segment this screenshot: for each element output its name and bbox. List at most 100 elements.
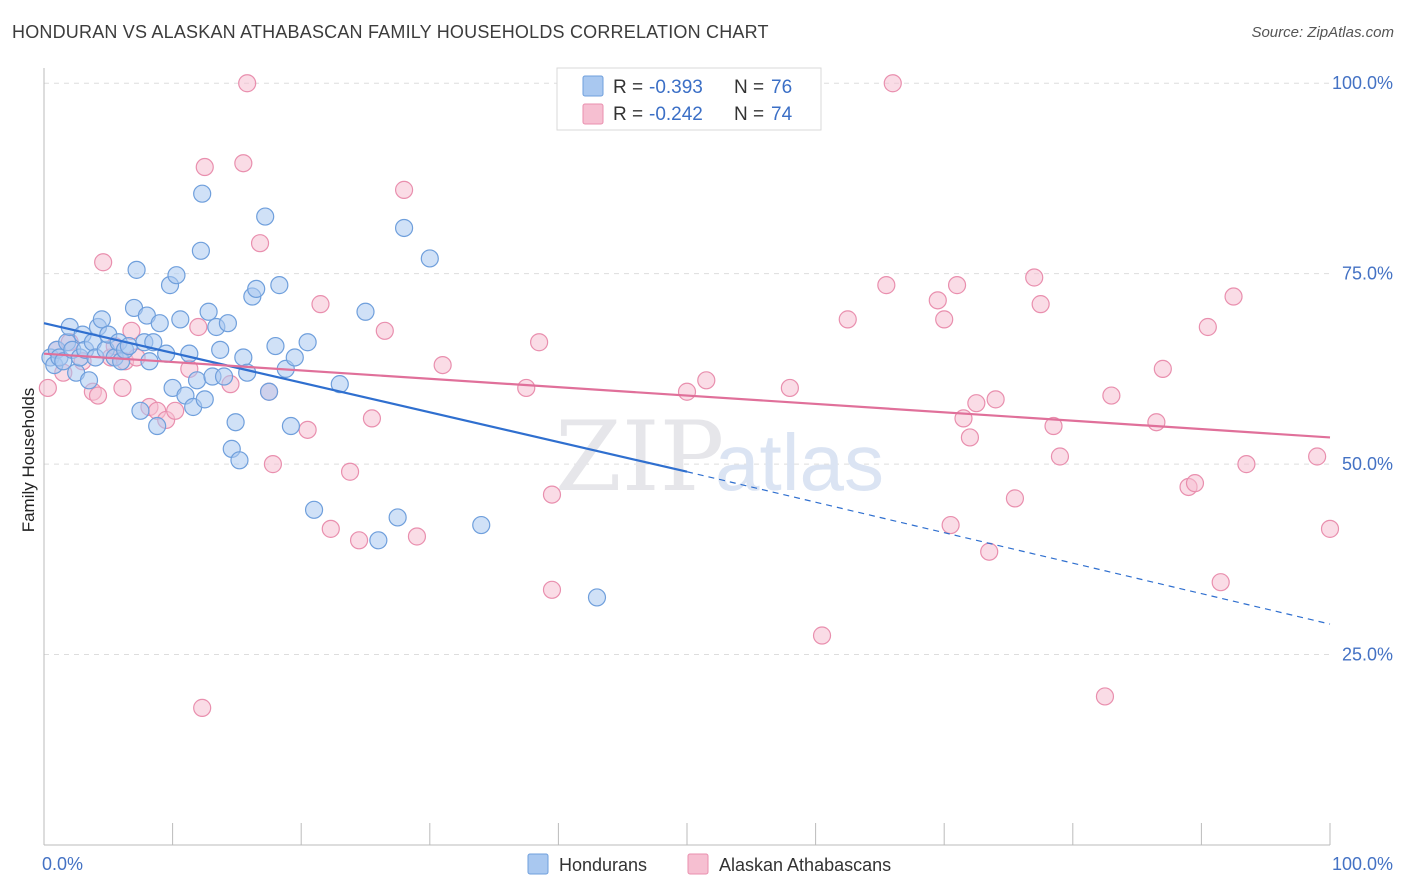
alaskan-point-43 — [697, 371, 716, 390]
alaskan-point-10 — [113, 378, 132, 398]
bottom-legend-label-alaskan: Alaskan Athabascans — [719, 855, 891, 875]
bottom-legend-label-hondurans: Hondurans — [559, 855, 647, 875]
alaskan-point-35 — [394, 180, 414, 199]
alaskan-point-31 — [340, 462, 360, 481]
alaskan-point-66 — [1153, 359, 1172, 378]
alaskan-point-30 — [321, 519, 340, 538]
alaskan-point-33 — [362, 409, 382, 428]
watermark-zip: ZIP — [555, 401, 724, 513]
honduran-point-43 — [195, 390, 214, 409]
chart-title: HONDURAN VS ALASKAN ATHABASCAN FAMILY HO… — [12, 22, 769, 42]
alaskan-point-55 — [967, 394, 986, 413]
honduran-point-52 — [230, 451, 249, 470]
alaskan-point-24 — [238, 74, 257, 93]
honduran-point-65 — [298, 333, 317, 352]
honduran-point-69 — [369, 531, 388, 550]
honduran-point-26 — [131, 401, 150, 420]
honduran-point-39 — [180, 344, 199, 363]
honduran-point-48 — [214, 367, 234, 386]
alaskan-point-65 — [1147, 413, 1166, 432]
honduran-point-70 — [388, 508, 407, 527]
alaskan-point-56 — [980, 542, 999, 561]
honduran-point-36 — [167, 266, 186, 285]
legend-n-value-2: 74 — [771, 104, 793, 125]
alaskan-point-61 — [1044, 416, 1063, 436]
x-tick-label-0: 0.0% — [42, 854, 83, 874]
alaskan-point-7 — [94, 253, 113, 272]
x-tick-label-1: 100.0% — [1332, 854, 1393, 874]
alaskan-point-21 — [195, 157, 214, 177]
honduran-point-12 — [79, 371, 99, 390]
alaskan-point-71 — [1224, 287, 1243, 306]
series-legend: Hondurans Alaskan Athabascans — [527, 853, 891, 875]
legend-r-label-2: R = — [613, 104, 643, 125]
honduran-point-53 — [234, 348, 253, 367]
honduran-point-58 — [256, 207, 275, 226]
honduran-point-16 — [92, 310, 111, 329]
alaskan-point-57 — [986, 390, 1005, 409]
legend-r-label-1: R = — [613, 77, 643, 98]
axes — [43, 68, 1331, 846]
correlation-legend: R = -0.393 N = 76 R = -0.242 N = 74 — [556, 67, 822, 131]
legend-n-value-1: 76 — [771, 77, 792, 98]
honduran-point-63 — [281, 416, 301, 436]
honduran-point-68 — [356, 302, 375, 321]
honduran-point-37 — [171, 310, 190, 329]
honduran-point-42 — [191, 241, 210, 260]
y-axis-label: Family Households — [19, 388, 38, 533]
bottom-legend-swatch-alaskan — [687, 853, 709, 875]
honduran-trend-solid — [43, 322, 688, 473]
grid-lines — [44, 82, 1330, 656]
legend-r-value-1: -0.393 — [649, 77, 703, 98]
alaskan-point-34 — [375, 321, 394, 340]
honduran-point-23 — [119, 336, 138, 356]
alaskan-point-41 — [542, 580, 562, 599]
alaskan-point-36 — [407, 527, 427, 546]
y-tick-label-0: 25.0% — [1342, 645, 1393, 665]
alaskan-point-68 — [1185, 474, 1205, 493]
alaskan-point-73 — [1308, 447, 1327, 466]
honduran-point-71 — [394, 218, 414, 238]
y-tick-label-3: 100.0% — [1332, 73, 1393, 93]
source-label: Source: ZipAtlas.com — [1251, 24, 1394, 41]
watermark-atlas: atlas — [715, 418, 884, 507]
alaskan-point-19 — [189, 317, 208, 337]
alaskan-point-32 — [349, 531, 369, 550]
honduran-point-66 — [304, 500, 324, 519]
alaskan-point-51 — [941, 515, 960, 535]
legend-n-label-2: N = — [734, 104, 764, 125]
alaskan-point-28 — [298, 420, 317, 439]
alaskan-point-17 — [166, 401, 185, 420]
alaskan-point-64 — [1102, 386, 1121, 405]
honduran-point-59 — [259, 382, 279, 401]
honduran-point-55 — [193, 184, 212, 203]
alaskan-point-48 — [883, 74, 902, 93]
honduran-point-31 — [148, 416, 167, 436]
alaskan-point-40 — [542, 485, 562, 504]
alaskan-trend — [43, 352, 1331, 439]
alaskan-point-58 — [1005, 489, 1025, 508]
trend-lines — [43, 322, 1331, 625]
honduran-point-32 — [150, 314, 169, 333]
honduran-point-61 — [270, 276, 289, 295]
honduran-point-51 — [226, 413, 245, 432]
alaskan-point-46 — [838, 310, 857, 329]
y-tick-label-2: 75.0% — [1342, 264, 1393, 284]
alaskan-point-50 — [935, 310, 954, 329]
alaskan-point-47 — [877, 276, 896, 295]
honduran-point-72 — [420, 249, 439, 268]
series-alaskan-athabascans — [38, 74, 1340, 717]
alaskan-point-37 — [433, 355, 452, 375]
alaskan-point-25 — [250, 234, 270, 253]
honduran-point-49 — [218, 314, 237, 333]
honduran-point-57 — [247, 279, 266, 299]
honduran-point-64 — [285, 348, 304, 367]
legend-swatch-pink — [582, 103, 604, 125]
alaskan-point-45 — [812, 626, 832, 645]
alaskan-point-52 — [947, 276, 967, 295]
alaskan-point-23 — [234, 154, 253, 173]
alaskan-point-27 — [263, 455, 283, 474]
alaskan-point-63 — [1095, 687, 1115, 706]
honduran-point-41 — [187, 371, 207, 390]
